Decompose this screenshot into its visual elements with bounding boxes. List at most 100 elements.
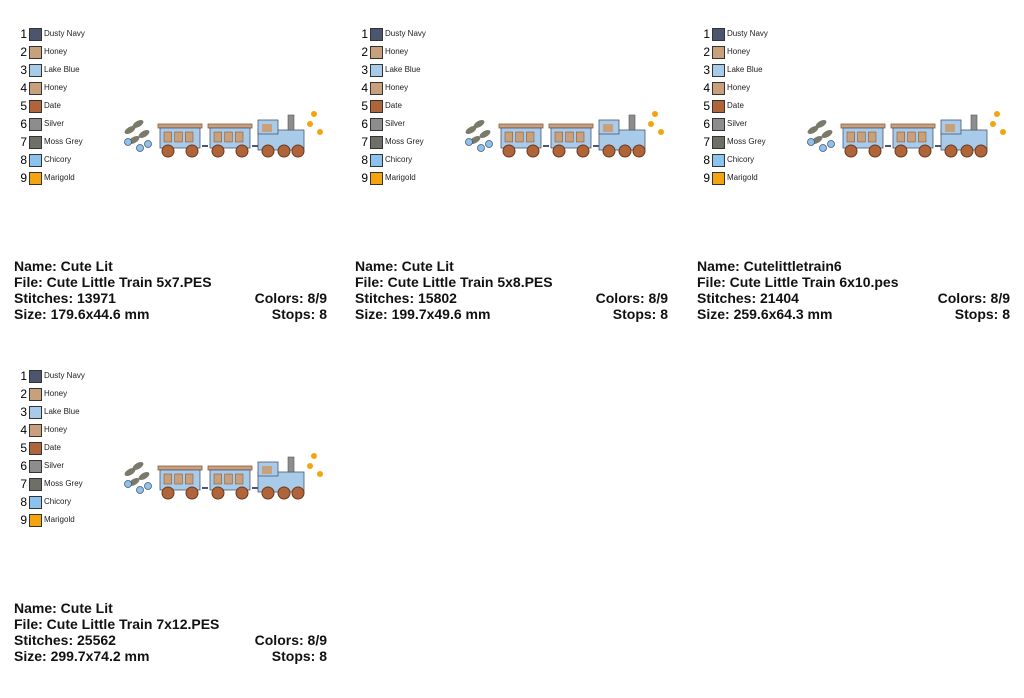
color-number: 3 [361,63,368,77]
color-number: 5 [20,441,27,455]
train-part [132,120,144,128]
train-part [317,129,323,135]
color-number: 9 [703,171,710,185]
train-part [473,120,485,128]
train-part [287,456,295,473]
train-part [291,144,305,158]
train-part [138,472,150,480]
color-name: Dusty Navy [44,29,85,38]
color-swatch [370,136,383,149]
color-number: 6 [20,459,27,473]
info-file: File: Cute Little Train 5x8.PES [355,274,553,290]
train-part [262,124,272,132]
color-number: 5 [703,99,710,113]
color-name: Lake Blue [44,65,80,74]
train-part [213,473,222,485]
info-colors: Colors: 8/9 [937,290,1010,306]
info-colors: Colors: 8/9 [254,632,327,648]
train-part [576,144,590,158]
train-part [868,144,882,158]
train-part [602,144,616,158]
train-part [821,130,833,138]
color-name: Dusty Navy [44,371,85,380]
train-part [213,131,222,143]
info-file: File: Cute Little Train 5x7.PES [14,274,212,290]
color-name: Honey [727,47,751,56]
train-part [261,486,275,500]
color-swatch [370,46,383,59]
color-number: 4 [20,81,27,95]
info-name: Name: Cute Lit [355,258,454,274]
color-swatch [29,28,42,41]
info-stops: Stops: 8 [271,648,327,664]
train-part [648,121,654,127]
color-swatch [29,118,42,131]
color-number: 6 [20,117,27,131]
train-image [124,111,323,158]
color-name: Silver [727,119,748,128]
color-number: 8 [361,153,368,167]
train-part [477,144,485,152]
color-name: Silver [385,119,406,128]
train-part [185,144,199,158]
color-swatch [712,28,725,41]
train-part [185,473,194,485]
train-part [287,114,295,131]
info-stitches: Stitches: 13971 [14,290,116,306]
color-name: Chicory [385,155,413,164]
train-part [207,123,253,129]
train-part [138,130,150,138]
train-part [163,131,172,143]
train-part [515,131,524,143]
info-name: Name: Cute Lit [14,258,113,274]
color-swatch [29,46,42,59]
color-swatch [29,154,42,167]
train-part [144,140,152,148]
train-part [565,131,574,143]
train-part [632,144,646,158]
color-number: 6 [361,117,368,131]
info-file: File: Cute Little Train 7x12.PES [14,616,220,632]
train-part [174,473,183,485]
color-name: Honey [727,83,751,92]
train-part [552,144,566,158]
train-part [161,486,175,500]
color-name: Moss Grey [727,137,766,146]
color-name: Chicory [727,155,755,164]
color-name: Lake Blue [385,65,421,74]
color-number: 2 [703,45,710,59]
color-number: 2 [361,45,368,59]
color-number: 5 [361,99,368,113]
color-swatch [712,82,725,95]
train-image [807,111,1006,158]
color-number: 4 [361,81,368,95]
color-name: Silver [44,119,65,128]
color-number: 7 [703,135,710,149]
train-part [807,138,815,146]
train-part [576,131,585,143]
train-part [857,131,866,143]
train-part [185,131,194,143]
design-card: 1 Dusty Navy 2 Honey 3 Lake Blue 4 Honey 5 Date 6 S… [0,0,341,342]
train-part [827,140,835,148]
train-part [990,121,996,127]
color-swatch [370,172,383,185]
color-swatch [29,478,42,491]
train-part [974,144,988,158]
train-part [894,144,908,158]
info-size: Size: 299.7x74.2 mm [14,648,150,664]
color-name: Dusty Navy [727,29,768,38]
color-name: Date [44,101,61,110]
train-part [235,486,249,500]
color-number: 1 [703,27,710,41]
color-name: Honey [44,47,68,56]
train-part [994,111,1000,117]
color-number: 8 [20,495,27,509]
train-part [185,486,199,500]
train-part [807,126,819,134]
color-number: 3 [20,405,27,419]
train-part [465,138,473,146]
color-number: 9 [20,171,27,185]
train-part [918,131,927,143]
color-swatch [370,82,383,95]
